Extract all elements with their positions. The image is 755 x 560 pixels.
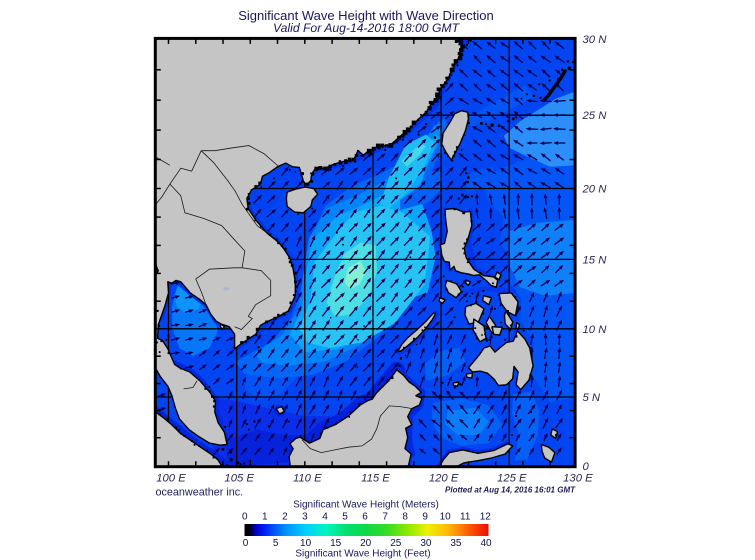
- svg-text:oceanweather inc.: oceanweather inc.: [156, 487, 244, 499]
- svg-text:110 E: 110 E: [293, 473, 322, 485]
- svg-text:25 N: 25 N: [582, 110, 608, 122]
- svg-text:2: 2: [282, 512, 288, 523]
- svg-text:25: 25: [390, 538, 402, 549]
- svg-text:10: 10: [440, 512, 452, 523]
- svg-text:8: 8: [402, 512, 408, 523]
- svg-text:40: 40: [480, 538, 492, 549]
- svg-text:Significant Wave Height (Feet): Significant Wave Height (Feet): [295, 549, 430, 560]
- svg-text:9: 9: [422, 512, 428, 523]
- svg-text:7: 7: [382, 512, 388, 523]
- svg-text:Valid For Aug-14-2016 18:00 GM: Valid For Aug-14-2016 18:00 GMT: [273, 21, 461, 35]
- svg-text:1: 1: [262, 512, 268, 523]
- svg-text:0: 0: [243, 538, 249, 549]
- svg-text:4: 4: [322, 512, 328, 523]
- svg-text:0: 0: [242, 512, 248, 523]
- svg-text:35: 35: [450, 538, 462, 549]
- svg-text:5: 5: [342, 512, 348, 523]
- svg-text:15 N: 15 N: [583, 254, 608, 266]
- svg-text:30: 30: [420, 538, 432, 549]
- svg-text:12: 12: [480, 512, 492, 523]
- svg-text:125 E: 125 E: [497, 473, 527, 485]
- svg-text:20: 20: [360, 538, 372, 549]
- svg-text:Plotted at Aug 14, 2016 16:01: Plotted at Aug 14, 2016 16:01 GMT: [445, 486, 576, 495]
- svg-text:130 E: 130 E: [563, 473, 593, 485]
- svg-text:20 N: 20 N: [582, 184, 608, 196]
- svg-text:120 E: 120 E: [429, 473, 459, 485]
- svg-text:0: 0: [583, 461, 590, 473]
- svg-text:6: 6: [362, 512, 368, 523]
- svg-text:5: 5: [273, 538, 279, 549]
- svg-text:15: 15: [330, 538, 342, 549]
- svg-text:Significant Wave Height with W: Significant Wave Height with Wave Direct…: [238, 8, 494, 23]
- svg-text:Significant Wave Height (Meter: Significant Wave Height (Meters): [293, 500, 439, 511]
- svg-text:11: 11: [460, 512, 471, 523]
- svg-text:3: 3: [302, 512, 308, 523]
- svg-text:30 N: 30 N: [583, 34, 608, 46]
- svg-text:100 E: 100 E: [156, 473, 186, 485]
- svg-text:10: 10: [300, 538, 312, 549]
- svg-text:105 E: 105 E: [224, 473, 254, 485]
- svg-text:115 E: 115 E: [361, 473, 390, 485]
- svg-text:5 N: 5 N: [583, 392, 601, 404]
- svg-text:10 N: 10 N: [583, 324, 608, 336]
